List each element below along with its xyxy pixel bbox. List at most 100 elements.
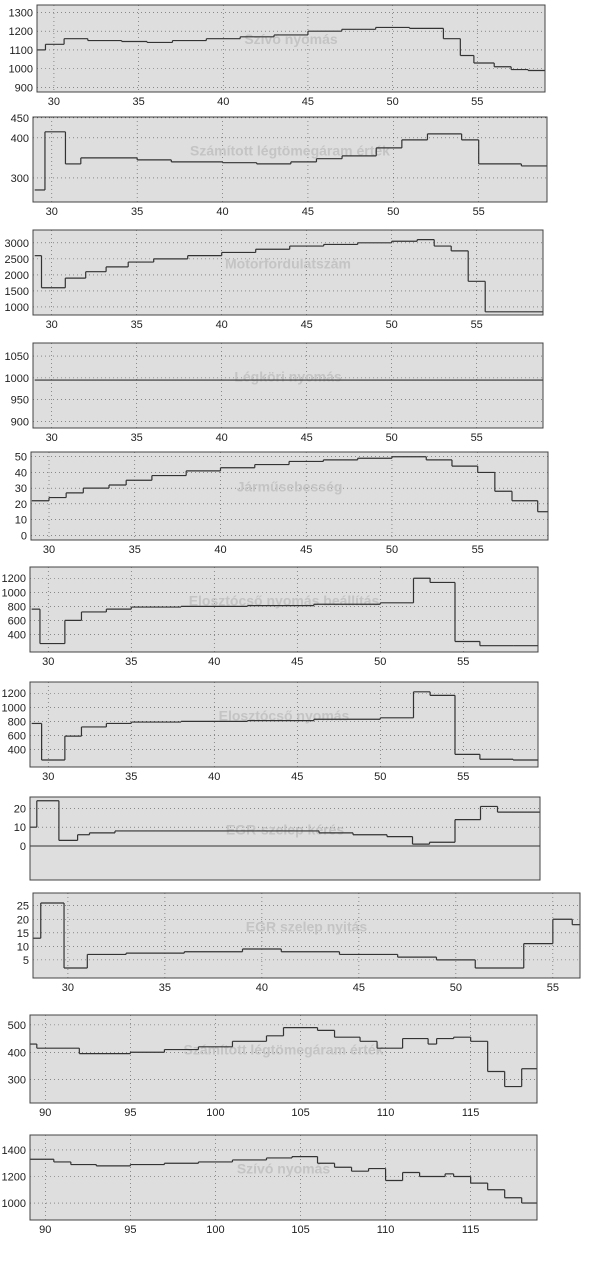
y-tick-label: 15 — [17, 928, 29, 940]
y-tick-label: 0 — [20, 841, 26, 853]
y-tick-label: 1000 — [2, 587, 26, 599]
x-tick-label: 95 — [124, 1224, 136, 1236]
y-tick-label: 400 — [8, 1047, 26, 1059]
x-tick-label: 35 — [131, 432, 143, 444]
y-tick-label: 1300 — [9, 7, 33, 19]
chart-panel: 900 1000 1100 1200 1300 30 35 40 45 50 55 Szívó nyo… — [9, 4, 546, 108]
plot-border — [29, 681, 539, 768]
plot-background — [33, 117, 547, 202]
y-tick-label: 1400 — [2, 1145, 26, 1157]
x-tick-label: 45 — [302, 96, 314, 108]
y-tick-label: 600 — [8, 730, 26, 742]
chart-title: Légköri nyomás — [234, 368, 342, 384]
x-tick-label: 55 — [471, 96, 483, 108]
x-tick-label: 50 — [386, 96, 398, 108]
x-tick-label: 100 — [206, 1224, 224, 1236]
x-tick-label: 50 — [374, 771, 386, 783]
chart-panel: 1000 1200 1400 90 95 100 105 110 115 Szívó nyomás — [2, 1134, 538, 1236]
y-tick-label: 1500 — [5, 286, 29, 298]
x-tick-label: 50 — [450, 982, 462, 994]
x-tick-label: 30 — [48, 96, 60, 108]
plot-border — [32, 229, 544, 316]
y-tick-label: 800 — [8, 716, 26, 728]
y-tick-label: 1000 — [2, 1198, 26, 1210]
y-tick-label: 50 — [15, 452, 27, 464]
plot-background — [30, 797, 540, 880]
chart-panel: 0 10 20 EGR-szelep kérés — [14, 796, 541, 881]
x-tick-label: 45 — [291, 771, 303, 783]
y-tick-label: 3000 — [5, 238, 29, 250]
y-tick-label: 1000 — [2, 702, 26, 714]
y-tick-label: 800 — [8, 601, 26, 613]
chart-panel: 0 10 20 30 40 50 30 35 40 45 50 55 Járműsebesség — [15, 451, 549, 556]
plot-border — [29, 796, 541, 881]
x-tick-label: 55 — [473, 206, 485, 218]
x-tick-label: 35 — [125, 771, 137, 783]
y-tick-label: 10 — [17, 941, 29, 953]
y-tick-label: 20 — [15, 499, 27, 511]
y-tick-label: 2000 — [5, 270, 29, 282]
x-tick-label: 35 — [129, 544, 141, 556]
x-tick-label: 35 — [131, 206, 143, 218]
plot-background — [33, 343, 543, 428]
plot-border — [36, 4, 546, 93]
plot-background — [33, 230, 543, 315]
plot-background — [37, 5, 545, 92]
chart-title: Motorfordulatszám — [225, 255, 351, 271]
chart-title: Szívó nyomás — [244, 31, 338, 47]
x-tick-label: 50 — [386, 432, 398, 444]
x-tick-label: 40 — [217, 96, 229, 108]
x-tick-label: 95 — [124, 1107, 136, 1119]
y-tick-label: 400 — [11, 133, 29, 145]
y-tick-label: 25 — [17, 901, 29, 913]
x-tick-label: 105 — [291, 1107, 309, 1119]
x-tick-label: 30 — [46, 206, 58, 218]
plot-border — [29, 1014, 538, 1104]
chart-title: Számított légtömegáram érték — [184, 1042, 384, 1058]
chart-panel: 300 400 450 30 35 40 45 50 55 Számított légtömegá… — [11, 113, 548, 218]
x-tick-label: 35 — [159, 982, 171, 994]
x-tick-label: 40 — [256, 982, 268, 994]
plot-background — [33, 893, 580, 978]
x-tick-label: 45 — [301, 319, 313, 331]
plot-background — [31, 452, 548, 540]
x-tick-label: 55 — [471, 319, 483, 331]
x-tick-label: 55 — [471, 432, 483, 444]
x-tick-label: 45 — [300, 544, 312, 556]
plot-border — [29, 1134, 538, 1221]
chart-title: EGR szelep nyitás — [246, 918, 368, 934]
plot-border — [32, 892, 581, 979]
x-tick-label: 30 — [62, 982, 74, 994]
x-tick-label: 40 — [216, 432, 228, 444]
x-tick-label: 45 — [301, 432, 313, 444]
x-tick-label: 40 — [208, 656, 220, 668]
y-tick-label: 30 — [15, 483, 27, 495]
y-tick-label: 950 — [11, 395, 29, 407]
y-tick-label: 1200 — [2, 1172, 26, 1184]
y-tick-label: 1000 — [5, 373, 29, 385]
chart-panel: 1000 1500 2000 2500 3000 30 35 40 45 50 55 Motorfor… — [5, 229, 544, 331]
y-tick-label: 1200 — [2, 573, 26, 585]
x-tick-label: 45 — [291, 656, 303, 668]
y-tick-label: 1200 — [2, 688, 26, 700]
plot-border — [32, 342, 544, 429]
x-tick-label: 55 — [547, 982, 559, 994]
x-tick-label: 40 — [216, 206, 228, 218]
x-tick-label: 55 — [472, 544, 484, 556]
y-tick-label: 900 — [11, 416, 29, 428]
x-tick-label: 110 — [377, 1107, 395, 1119]
y-tick-label: 400 — [8, 629, 26, 641]
x-tick-label: 30 — [43, 544, 55, 556]
x-tick-label: 50 — [386, 319, 398, 331]
chart-panel: 300 400 500 90 95 100 105 110 115 Számított légtö… — [8, 1014, 538, 1119]
x-tick-label: 115 — [462, 1224, 480, 1236]
y-tick-label: 1200 — [9, 26, 33, 38]
x-tick-label: 30 — [42, 656, 54, 668]
x-tick-label: 45 — [302, 206, 314, 218]
x-tick-label: 105 — [291, 1224, 309, 1236]
x-tick-label: 35 — [125, 656, 137, 668]
y-tick-label: 5 — [23, 955, 29, 967]
